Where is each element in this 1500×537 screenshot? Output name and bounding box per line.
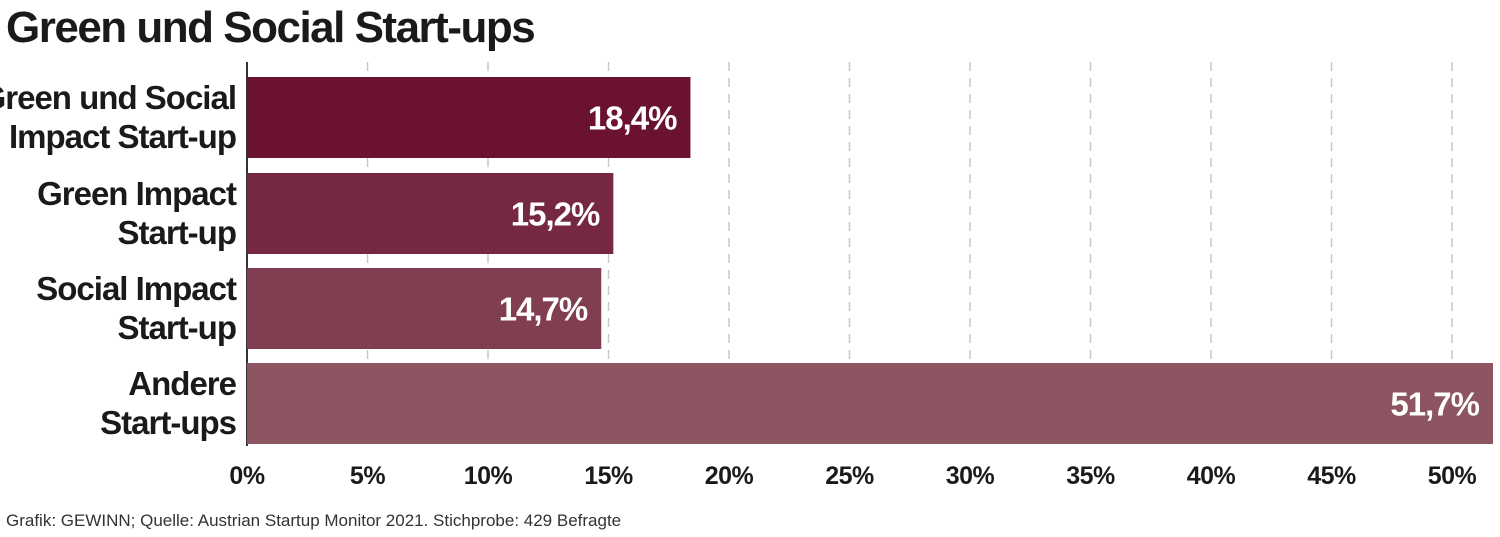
chart-title: Green und Social Start-ups	[6, 3, 536, 52]
source-note: Grafik: GEWINN; Quelle: Austrian Startup…	[6, 511, 622, 530]
x-tick-label: 25%	[825, 462, 874, 490]
x-tick-label: 35%	[1066, 462, 1115, 490]
category-label: Andere Start-ups	[100, 365, 236, 441]
category-label: Social Impact Start-up	[36, 270, 237, 346]
bar-value-label: 51,7%	[1390, 386, 1479, 423]
x-tick-label: 0%	[229, 462, 264, 490]
category-label: Green und Social Impact Start-up	[0, 79, 236, 155]
x-axis-ticks: 0% 5% 10% 15% 20% 25% 30% 35% 40% 45% 50%	[229, 462, 1477, 490]
bars	[247, 77, 1493, 444]
x-tick-label: 40%	[1187, 462, 1236, 490]
category-labels: Green und Social Impact Start-up Green Imp…	[0, 79, 238, 441]
x-tick-label: 30%	[946, 462, 995, 490]
bar-value-label: 15,2%	[511, 196, 600, 233]
bar-value-label: 18,4%	[588, 100, 677, 137]
value-labels: 18,4% 15,2% 14,7% 51,7%	[499, 100, 1481, 423]
bar	[247, 77, 691, 158]
bar-value-label: 14,7%	[499, 291, 588, 328]
x-tick-label: 20%	[705, 462, 754, 490]
bar	[247, 173, 614, 254]
category-label: Green Impact Start-up	[37, 175, 237, 251]
bar	[247, 268, 602, 349]
x-tick-label: 5%	[350, 462, 385, 490]
bar	[247, 363, 1493, 444]
x-tick-label: 10%	[464, 462, 513, 490]
x-tick-label: 15%	[584, 462, 633, 490]
x-tick-label: 45%	[1307, 462, 1356, 490]
x-tick-label: 50%	[1428, 462, 1477, 490]
